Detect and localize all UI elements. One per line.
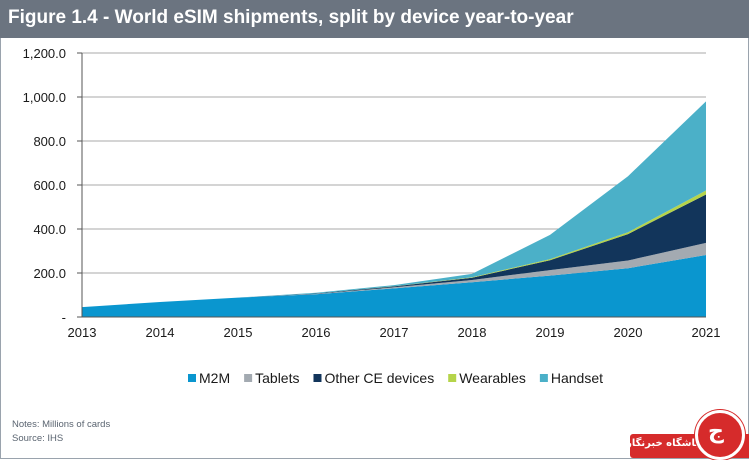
y-tick-label: 200.0 [33, 266, 66, 281]
y-tick-label: - [62, 310, 66, 325]
x-tick-label: 2017 [380, 325, 409, 340]
chart-svg: - 200.0 400.0 600.0 800.0 1,000.0 1,200.0 2013… [23, 46, 721, 386]
area-series-handset [82, 101, 706, 308]
legend-swatch [539, 374, 548, 382]
area-series-wearables [82, 190, 706, 308]
area-series-m2m [82, 255, 706, 317]
y-tick-label: 800.0 [33, 134, 66, 149]
watermark-glyph: ج [708, 419, 724, 444]
axes [77, 52, 706, 318]
y-tick-label: 1,200.0 [23, 46, 66, 61]
area-series-other-ce-devices [82, 194, 706, 308]
watermark-text: باشگاه خبرنگاران [614, 438, 699, 449]
x-tick-label: 2021 [692, 325, 721, 340]
legend-label: Tablets [255, 370, 299, 386]
news-logo-icon: ج [695, 410, 745, 460]
notes-text: Notes: Millions of cards [12, 419, 111, 430]
y-axis-ticks: - 200.0 400.0 600.0 800.0 1,000.0 1,200.0 [23, 46, 66, 325]
legend-label: M2M [199, 370, 230, 386]
y-tick-label: 1,000.0 [23, 90, 66, 105]
x-tick-label: 2013 [68, 325, 97, 340]
legend-label: Other CE devices [324, 370, 434, 386]
source-text: Source: IHS [12, 433, 64, 444]
legend-swatch [244, 374, 253, 382]
stacked-areas [82, 101, 706, 317]
title-bar: Figure 1.4 - World eSIM shipments, split… [0, 0, 749, 38]
legend-swatch [313, 374, 322, 382]
legend-swatch [448, 374, 457, 382]
x-tick-label: 2016 [302, 325, 331, 340]
y-tick-label: 600.0 [33, 178, 66, 193]
watermark-logo: باشگاه خبرنگاران ج [614, 410, 749, 460]
x-tick-label: 2015 [224, 325, 253, 340]
chart-title: Figure 1.4 - World eSIM shipments, split… [8, 7, 574, 28]
legend-label: Handset [551, 370, 603, 386]
legend: M2M Tablets Other CE devices Wearables Hands… [188, 370, 603, 386]
x-tick-label: 2018 [458, 325, 487, 340]
legend-swatch [188, 374, 196, 382]
legend-label: Wearables [459, 370, 526, 386]
x-tick-label: 2019 [536, 325, 565, 340]
x-tick-label: 2014 [146, 325, 175, 340]
y-tick-label: 400.0 [33, 222, 66, 237]
x-tick-label: 2020 [614, 325, 643, 340]
x-axis-ticks: 2013 2014 2015 2016 2017 2018 2019 2020 2021 [68, 325, 721, 340]
